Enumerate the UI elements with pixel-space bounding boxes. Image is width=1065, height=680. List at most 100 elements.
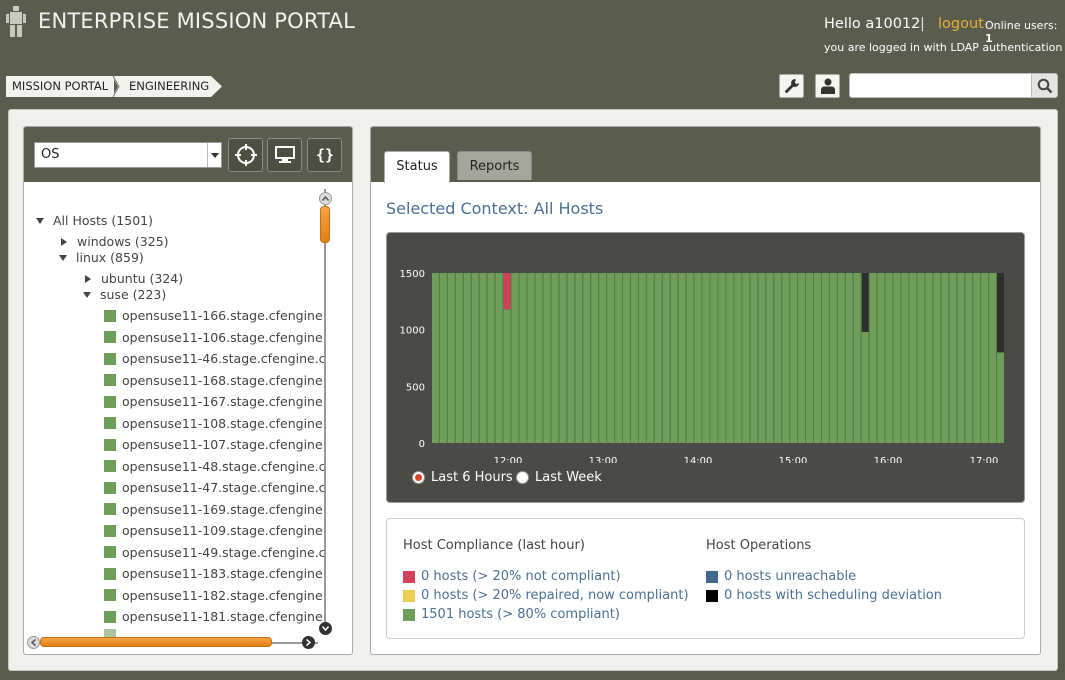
host-item[interactable]: opensuse11-181.stage.cfengine.co <box>104 609 324 624</box>
host-view-button[interactable] <box>267 138 302 172</box>
chart-bar <box>519 273 527 443</box>
host-item[interactable]: opensuse11-108.stage.cfengine.co <box>104 416 324 431</box>
host-item-label: opensuse11-181.stage.cfengine.co <box>122 609 324 624</box>
chart-bar <box>845 273 853 443</box>
host-item[interactable]: opensuse11-48.stage.cfengine.cor <box>104 459 324 474</box>
host-status-icon <box>104 589 116 601</box>
target-button[interactable] <box>228 138 263 172</box>
chart-bar <box>981 273 989 443</box>
chart-bar <box>997 273 1004 443</box>
bar-segment-compliant <box>909 273 917 443</box>
chart-bar <box>965 273 973 443</box>
host-item[interactable]: opensuse11-109.stage.cfengine.co <box>104 523 324 538</box>
user-icon <box>820 78 835 94</box>
curly-braces-icon: {} <box>316 146 334 164</box>
host-status-icon <box>104 417 116 429</box>
host-tree-toolbar: OS {} <box>24 127 352 182</box>
operations-scheduling-link[interactable]: 0 hosts with scheduling deviation <box>706 588 942 603</box>
chart-bar <box>909 273 917 443</box>
tree-node-label: windows (325) <box>77 234 169 249</box>
chart-bar <box>487 273 495 443</box>
host-item[interactable]: opensuse11-47.stage.cfengine.cor <box>104 480 324 495</box>
host-item[interactable]: opensuse11-168.stage.cfengine.co <box>104 373 324 388</box>
host-item[interactable]: opensuse11-169.stage.cfengine.co <box>104 502 324 517</box>
tab-reports[interactable]: Reports <box>457 151 532 180</box>
chart-bar <box>463 273 471 443</box>
host-status-icon <box>104 331 116 343</box>
y-tick-label: 0 <box>419 439 425 450</box>
vertical-scrollbar-thumb[interactable] <box>320 206 330 243</box>
legend-label: 1501 hosts (> 80% compliant) <box>421 607 620 622</box>
x-tick-label: 16:00 <box>874 456 903 463</box>
tree-node-suse[interactable]: suse (223) <box>83 287 166 302</box>
settings-button[interactable] <box>779 74 804 98</box>
json-view-button[interactable]: {} <box>307 138 342 172</box>
chart-bar <box>734 273 742 443</box>
host-item[interactable]: opensuse11-107.stage.cfengine.co <box>104 437 324 452</box>
classification-select[interactable]: OS <box>34 142 222 168</box>
bar-segment-compliant <box>814 273 821 443</box>
selected-context-title: Selected Context: All Hosts <box>386 199 604 218</box>
user-profile-button[interactable] <box>815 74 840 98</box>
bar-segment-compliant <box>686 273 694 443</box>
chart-bar <box>471 273 479 443</box>
bar-segment-compliant <box>455 273 463 443</box>
legend-label: 0 hosts (> 20% not compliant) <box>421 569 621 584</box>
header-separator: | <box>920 16 925 32</box>
horizontal-scrollbar-thumb[interactable] <box>40 637 272 647</box>
legend-label: 0 hosts (> 20% repaired, now compliant) <box>421 588 689 603</box>
tree-node-all-hosts[interactable]: All Hosts (1501) <box>36 213 153 228</box>
chart-bar <box>630 273 638 443</box>
tab-status[interactable]: Status <box>384 151 450 183</box>
scroll-up-button[interactable] <box>319 192 332 205</box>
bar-segment-compliant <box>790 273 798 443</box>
chart-bar <box>678 273 686 443</box>
y-tick-label: 500 <box>406 382 425 393</box>
chart-bar <box>957 273 965 443</box>
host-item[interactable]: opensuse11-182.stage.cfengine.co <box>104 588 324 603</box>
host-item[interactable]: opensuse11-183.stage.cfengine.co <box>104 566 324 581</box>
blue-square-icon <box>706 570 718 583</box>
radio-last-6-hours[interactable]: Last 6 Hours <box>412 470 513 485</box>
compliance-chart-svg: 0 500 1000 1500 12:00 13:00 14:00 15:00 16:00 17:… <box>400 269 1004 467</box>
breadcrumb-item-engineering[interactable]: ENGINEERING <box>118 76 211 97</box>
compliance-repaired-link[interactable]: 0 hosts (> 20% repaired, now compliant) <box>403 588 689 603</box>
online-users-count: 1 <box>985 32 993 45</box>
search-input[interactable] <box>849 73 1032 98</box>
tree-node-ubuntu[interactable]: ubuntu (324) <box>84 271 183 286</box>
tree-node-windows[interactable]: windows (325) <box>60 234 169 249</box>
breadcrumb-item-mission-portal[interactable]: MISSION PORTAL <box>6 76 114 97</box>
host-item[interactable]: opensuse11-106.stage.cfengine.co <box>104 330 324 345</box>
radio-selected-icon <box>412 471 425 484</box>
chart-bar <box>885 273 893 443</box>
search-icon <box>1037 78 1052 93</box>
host-item[interactable]: opensuse11-166.stage.cfengine.co <box>104 308 324 323</box>
wrench-icon <box>784 79 799 93</box>
logout-link[interactable]: logout <box>938 16 984 32</box>
bar-segment-compliant <box>845 273 853 443</box>
bar-segment-compliant <box>551 273 559 443</box>
search-button[interactable] <box>1031 73 1058 98</box>
chevron-down-icon <box>207 143 222 167</box>
vertical-scrollbar-track[interactable] <box>324 189 326 627</box>
chart-bar <box>806 273 813 443</box>
compliance-not-compliant-link[interactable]: 0 hosts (> 20% not compliant) <box>403 569 621 584</box>
bar-segment-compliant <box>877 273 885 443</box>
bar-segment-compliant <box>853 273 861 443</box>
scroll-right-button[interactable] <box>302 636 315 649</box>
host-item[interactable]: opensuse11-49.stage.cfengine.cor <box>104 545 324 560</box>
host-item-label: opensuse11-107.stage.cfengine.co <box>122 437 324 452</box>
bar-segment-compliant <box>495 273 503 443</box>
host-item[interactable]: opensuse11-167.stage.cfengine.co <box>104 394 324 409</box>
tree-node-linux[interactable]: linux (859) <box>59 250 144 265</box>
bar-segment-compliant <box>798 273 806 443</box>
radio-last-week[interactable]: Last Week <box>516 470 602 485</box>
scroll-down-button[interactable] <box>319 622 332 635</box>
operations-unreachable-link[interactable]: 0 hosts unreachable <box>706 569 856 584</box>
bar-segment-compliant <box>559 273 567 443</box>
host-item[interactable]: opensuse11-46.stage.cfengine.cor <box>104 351 324 366</box>
host-item-label: opensuse11-106.stage.cfengine.co <box>122 329 324 345</box>
bar-segment-compliant <box>734 273 742 443</box>
compliance-compliant-link[interactable]: 1501 hosts (> 80% compliant) <box>403 607 620 622</box>
scroll-left-button[interactable] <box>27 636 40 649</box>
